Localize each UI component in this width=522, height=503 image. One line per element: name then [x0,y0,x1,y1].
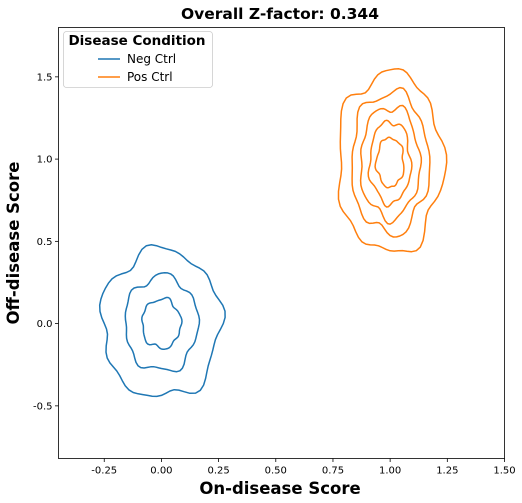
x-tick-label: 0.50 [265,466,287,477]
contour-layer [98,68,448,398]
contour-neg-ctrl-level-1 [98,244,226,398]
y-tick-label: 1.0 [37,155,53,166]
x-tick-label: 0.75 [322,466,344,477]
y-axis-label: Off-disease Score [4,162,23,325]
contour-pos-ctrl-level-2 [351,86,431,238]
x-tick-label: 1.25 [436,466,458,477]
legend-title: Disease Condition [68,33,205,49]
contour-neg-ctrl-level-2 [124,272,201,373]
y-tick-label: -0.5 [33,401,53,412]
y-tick-label: 0.5 [37,237,53,248]
x-axis-ticks: -0.25 0.00 0.25 0.50 0.75 1.00 1.25 1.50 [91,458,516,477]
contour-pos-ctrl-level-3 [359,104,423,225]
contour-pos-ctrl-level-5 [374,136,405,189]
contour-pos-ctrl-level-4 [367,119,413,208]
y-tick-label: 0.0 [37,319,53,330]
x-tick-label: 1.00 [379,466,401,477]
contour-neg-ctrl-level-3 [141,296,183,350]
x-tick-label: 0.25 [207,466,229,477]
legend: Disease Condition Neg Ctrl Pos Ctrl [63,31,213,88]
x-tick-label: 1.50 [493,466,515,477]
legend-entries: Neg Ctrl Pos Ctrl [98,52,176,84]
chart-title: Overall Z-factor: 0.344 [181,5,379,23]
contour-pos-ctrl-level-1 [337,68,448,253]
legend-box [63,31,213,88]
x-tick-label: 0.00 [150,466,172,477]
legend-label: Pos Ctrl [127,70,173,84]
x-tick-label: -0.25 [91,466,117,477]
y-axis-ticks: -0.5 0.0 0.5 1.0 1.5 [33,72,59,412]
legend-label: Neg Ctrl [127,52,176,66]
x-axis-label: On-disease Score [199,479,360,498]
plot-area-frame [58,27,505,459]
y-tick-label: 1.5 [37,72,53,83]
